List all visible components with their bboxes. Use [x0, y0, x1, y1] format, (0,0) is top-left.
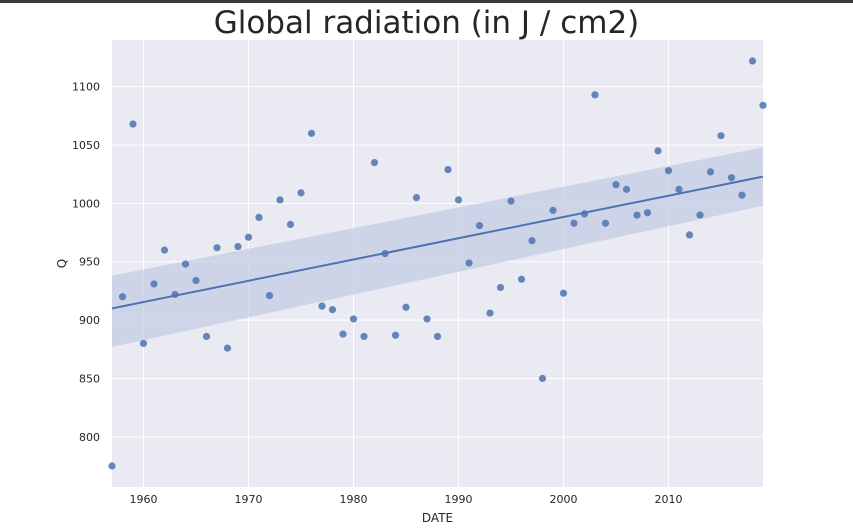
data-point [580, 210, 589, 218]
x-tick-label: 1990 [445, 493, 473, 506]
data-point [171, 290, 179, 299]
data-point [265, 291, 274, 300]
x-tick-label: 1970 [235, 493, 263, 506]
data-point [349, 315, 358, 323]
data-point [591, 91, 599, 99]
data-point [412, 193, 421, 202]
data-point [538, 374, 547, 383]
x-tick-label: 1980 [340, 493, 368, 506]
data-point [496, 283, 505, 292]
y-tick-label: 850 [79, 372, 100, 385]
data-point [202, 332, 211, 341]
regression-line [111, 175, 764, 310]
data-point [444, 165, 452, 174]
data-point [318, 302, 326, 310]
data-point [286, 220, 295, 229]
data-point [612, 181, 620, 189]
data-point [759, 101, 767, 109]
data-point [696, 211, 704, 219]
data-point [465, 259, 473, 267]
data-point [402, 303, 410, 311]
data-point [381, 249, 389, 258]
data-point [528, 237, 536, 245]
data-points [108, 57, 767, 470]
data-point [192, 276, 200, 285]
data-point [129, 120, 137, 128]
data-point [433, 332, 442, 341]
x-axis-label: DATE [422, 511, 453, 525]
data-point [181, 260, 190, 268]
data-point [486, 309, 494, 317]
data-point [654, 147, 662, 155]
y-tick-label: 1000 [72, 197, 100, 210]
data-point [643, 209, 652, 217]
data-point [570, 219, 578, 227]
data-point [675, 185, 683, 193]
data-point [108, 462, 116, 470]
data-point [234, 242, 242, 251]
data-point [601, 219, 610, 227]
data-point [738, 191, 746, 199]
x-tick-label: 2010 [655, 493, 683, 506]
data-point [664, 167, 673, 175]
data-point [160, 246, 169, 254]
data-point [549, 206, 557, 214]
data-point [475, 221, 484, 230]
data-point [517, 275, 526, 283]
data-point [150, 280, 158, 288]
data-point [717, 132, 725, 140]
x-tick-labels: 1960 1970 1980 1990 2000 2010 [130, 493, 683, 506]
data-point [255, 213, 263, 221]
data-point [685, 231, 694, 239]
data-point [213, 244, 221, 252]
data-point [423, 315, 431, 323]
data-point [339, 330, 347, 338]
top-border [0, 0, 853, 3]
x-tick-label: 2000 [550, 493, 578, 506]
y-tick-label: 800 [79, 431, 100, 444]
data-point [507, 197, 515, 205]
data-point [559, 289, 568, 297]
data-point [454, 196, 463, 204]
data-point [370, 158, 379, 167]
y-tick-label: 900 [79, 314, 100, 327]
x-tick-label: 1960 [130, 493, 158, 506]
data-point [244, 233, 253, 241]
data-point [118, 293, 127, 301]
data-point [748, 57, 757, 65]
data-point [276, 196, 284, 204]
y-tick-label: 1050 [72, 139, 100, 152]
data-point [139, 339, 148, 348]
data-point [328, 306, 337, 314]
y-axis-label: Q [55, 259, 69, 268]
chart-title: Global radiation (in J / cm2) [213, 5, 640, 41]
data-point [307, 129, 316, 137]
data-point [297, 189, 305, 197]
grid [112, 40, 763, 487]
data-point [727, 174, 736, 182]
data-point [706, 168, 715, 176]
data-point [360, 332, 368, 341]
data-point [633, 211, 641, 219]
confidence-band [112, 147, 763, 347]
data-point [391, 331, 400, 339]
data-point [622, 185, 631, 193]
y-tick-labels: 800 850 900 950 1000 1050 1100 [72, 81, 100, 444]
data-point [223, 344, 232, 352]
y-tick-label: 950 [79, 256, 100, 269]
y-tick-label: 1100 [72, 81, 100, 94]
